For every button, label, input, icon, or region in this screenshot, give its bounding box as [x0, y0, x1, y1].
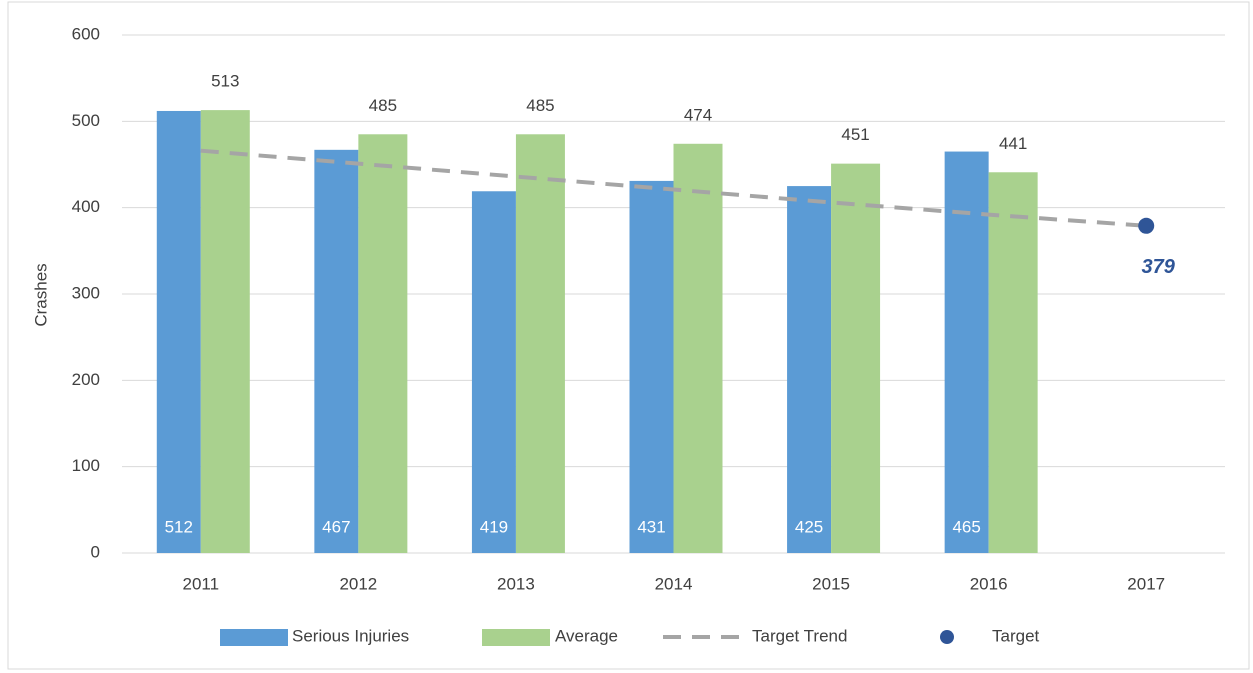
x-tick-label: 2014	[655, 574, 693, 593]
y-tick-label: 100	[72, 456, 100, 475]
bar	[629, 180, 674, 554]
legend-swatch	[220, 629, 288, 646]
x-tick-label: 2012	[339, 574, 377, 593]
y-axis-label: Crashes	[31, 263, 50, 326]
bar	[471, 191, 516, 553]
x-tick-label: 2011	[183, 574, 220, 593]
bar	[314, 149, 359, 553]
bar-value-label: 485	[369, 96, 397, 115]
y-tick-label: 0	[91, 542, 100, 561]
bar-value-label: 512	[165, 517, 193, 536]
legend-swatch	[940, 630, 954, 644]
legend-label: Target	[992, 626, 1040, 645]
x-tick-label: 2013	[497, 574, 535, 593]
legend-swatch	[482, 629, 550, 646]
bar-value-label: 441	[999, 134, 1027, 153]
bar-value-label: 451	[841, 125, 869, 144]
y-tick-label: 600	[72, 24, 100, 43]
legend-label: Serious Injuries	[292, 626, 409, 645]
y-tick-label: 200	[72, 370, 100, 389]
x-tick-label: 2016	[970, 574, 1008, 593]
bar-value-label: 467	[322, 517, 350, 536]
x-tick-label: 2015	[812, 574, 850, 593]
legend-label: Average	[555, 626, 618, 645]
bar-value-label: 513	[211, 72, 239, 91]
bar	[515, 134, 565, 554]
bar	[787, 186, 832, 554]
bar	[200, 110, 250, 554]
bar-value-label: 485	[526, 96, 554, 115]
x-tick-label: 2017	[1127, 574, 1165, 593]
bar-value-label: 465	[952, 517, 980, 536]
bar-value-label: 474	[684, 105, 712, 124]
bar-value-label: 419	[480, 517, 508, 536]
bar	[831, 163, 881, 554]
bar	[944, 151, 989, 554]
bar	[156, 110, 201, 554]
target-value-label: 379	[1142, 256, 1176, 278]
bar	[988, 172, 1038, 553]
bar-value-label: 431	[637, 517, 665, 536]
bar	[358, 134, 408, 554]
y-tick-label: 500	[72, 111, 100, 130]
legend-label: Target Trend	[752, 626, 847, 645]
target-point	[1138, 217, 1155, 234]
bar	[673, 143, 723, 553]
trend-line	[200, 148, 1147, 228]
bar-value-label: 425	[795, 517, 823, 536]
y-tick-label: 400	[72, 197, 100, 216]
y-tick-label: 300	[72, 283, 100, 302]
